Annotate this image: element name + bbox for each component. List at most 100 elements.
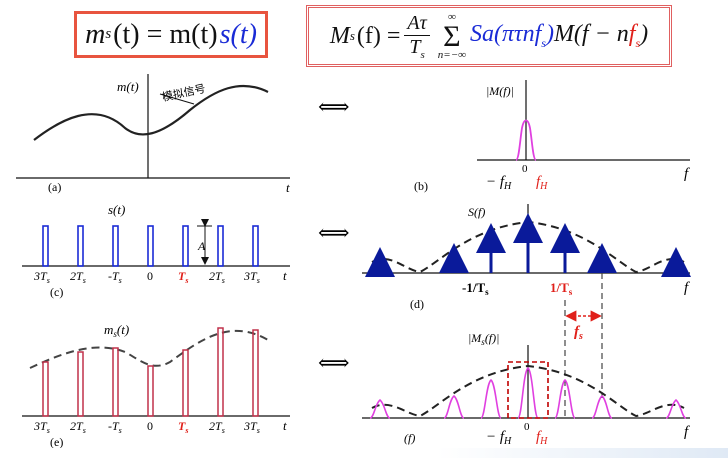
sampled-pulse [147, 365, 154, 417]
equivalence-arrow-2: ⟺ [318, 220, 350, 245]
panel-d-neg-tick: -1/Ts [462, 280, 489, 297]
spectrum-replica [517, 366, 539, 419]
panel-f-zero: 0 [524, 421, 530, 433]
panel-f-neg-fh: − fH [486, 429, 512, 447]
formula-rhs-sampling-signal: s(t) [219, 18, 257, 50]
panel-c-tick: -Ts [108, 269, 122, 285]
baseband-highlight-box [507, 361, 549, 419]
panel-f-xlabel: f [684, 424, 690, 440]
fraction-denominator-subscript: s [420, 48, 425, 61]
panel-b-ylabel: |M(f)| [486, 84, 514, 98]
panel-a-analog-signal: m(t) 模拟信号 t (a) [16, 74, 290, 195]
panel-c-tick: 2Ts [70, 269, 86, 285]
panel-c-pulse-train: A s(t) 3Ts 2Ts -Ts 0 Ts 2Ts 3Ts t (c) [22, 202, 290, 299]
shifted-spectrum-term: M(f − nfs) [554, 21, 648, 51]
panel-f-sampled-spectrum: |Ms(f)| 0 − fH fH f (f) [362, 331, 690, 447]
spectral-impulses [365, 213, 691, 277]
sampling-time-formula: m s (t) = m(t) s(t) [74, 11, 268, 58]
pulse-train [42, 225, 259, 267]
panel-d-xlabel: f [684, 280, 690, 296]
panel-a-label: (a) [48, 180, 61, 194]
spectrum-replica [554, 378, 576, 419]
panel-b-neg-fh: − fH [486, 174, 512, 192]
pulse [77, 225, 84, 267]
panel-f-fh: fH [536, 429, 548, 447]
panel-c-label: (c) [50, 285, 63, 299]
sa-function: Sa(πτnfs) [470, 21, 554, 51]
panel-e-xlabel: t [283, 418, 287, 433]
panel-e-tick: -Ts [108, 419, 122, 435]
spectrum-replica [480, 378, 502, 419]
panel-b-analog-spectrum: |M(f)| 0 − fH fH f (b) [414, 80, 690, 193]
spectrum-formula-lhs-subscript: s [349, 28, 355, 43]
annotation-pointer [159, 93, 195, 105]
panel-e-ylabel: ms(t) [104, 322, 129, 339]
sampled-spectrum-envelope [371, 364, 685, 418]
panel-c-xlabel: t [283, 268, 287, 283]
sampled-pulse [217, 327, 224, 417]
panel-d-pulse-spectrum: S(f) -1/Ts 1/Ts f (d) fs [362, 204, 691, 420]
formula-lhs-symbol: m [85, 18, 106, 50]
equivalence-arrow-1: ⟺ [318, 94, 350, 119]
sampled-envelope [29, 329, 269, 369]
sampling-frequency-symbol: f [628, 21, 636, 48]
shifted-spectrum-text: M(f − n [553, 21, 629, 48]
fs-label: fs [574, 324, 583, 342]
summation-symbol: ∞ Σ n=−∞ [437, 10, 466, 61]
equivalence-arrow-3: ⟺ [318, 350, 350, 375]
sampling-frequency-subscript: s [635, 35, 641, 50]
sampled-pulse [182, 349, 189, 417]
shifted-spectrum-close: ) [640, 21, 649, 48]
panel-e-sampled-signal: ms(t) 3Ts 2Ts -Ts 0 Ts 2Ts 3Ts t (e) [22, 322, 290, 449]
panel-f-ylabel: |Ms(f)| [468, 331, 499, 347]
panel-a-ylabel: m(t) [117, 79, 139, 94]
panel-c-tick: Ts [178, 269, 188, 285]
sampled-pulse [112, 347, 119, 417]
spectrum-formula-lhs-argument: (f) = [356, 22, 401, 49]
pulse [182, 225, 189, 267]
amplitude-fraction: Aτ Ts [404, 12, 430, 61]
sa-function-subscript: s [541, 35, 546, 50]
spectrum-replica [369, 398, 391, 419]
panel-e-tick: 2Ts [70, 419, 86, 435]
slide-bottom-strip [0, 448, 728, 458]
spectrum-replica [443, 394, 465, 419]
pulse [112, 225, 119, 267]
panel-e-tick: 3Ts [243, 419, 260, 435]
formula-lhs-subscript: s [105, 26, 112, 42]
panel-d-ylabel: S(f) [468, 205, 485, 219]
pulse [42, 225, 49, 267]
pulse [147, 225, 154, 267]
panel-e-tick: 0 [147, 419, 153, 433]
panel-d-pos-tick: 1/Ts [550, 280, 573, 297]
panel-e-tick: Ts [178, 419, 188, 435]
panel-c-tick: 3Ts [33, 269, 50, 285]
baseband-spectrum [515, 119, 537, 161]
sampled-pulse [252, 329, 259, 417]
summation-upper-limit: ∞ [447, 10, 456, 23]
formula-lhs-argument: (t) = m(t) [113, 18, 218, 50]
panel-a-xlabel: t [286, 180, 290, 195]
panel-b-label: (b) [414, 179, 428, 193]
sampled-pulse [42, 361, 49, 417]
panel-b-xlabel: f [684, 166, 690, 182]
panel-f-label: (f) [404, 431, 415, 445]
analog-signal-curve [33, 84, 269, 141]
summation-sigma: Σ [443, 19, 461, 53]
fraction-numerator: Aτ [404, 12, 430, 36]
panel-c-tick: 2Ts [209, 269, 225, 285]
panel-c-ylabel: s(t) [108, 202, 125, 217]
spectrum-formula-lhs: M [329, 22, 350, 49]
sampled-pulses [42, 327, 259, 417]
summation-lower-limit: n=−∞ [437, 48, 466, 61]
pulse [217, 225, 224, 267]
panel-c-tick: 0 [147, 269, 153, 283]
panel-b-zero: 0 [522, 163, 528, 175]
panel-e-tick: 2Ts [209, 419, 225, 435]
spectrum-replicas [369, 366, 687, 419]
panel-e-label: (e) [50, 435, 63, 449]
spectrum-replica [591, 394, 613, 419]
pulse [252, 225, 259, 267]
panel-b-fh: fH [536, 174, 548, 192]
